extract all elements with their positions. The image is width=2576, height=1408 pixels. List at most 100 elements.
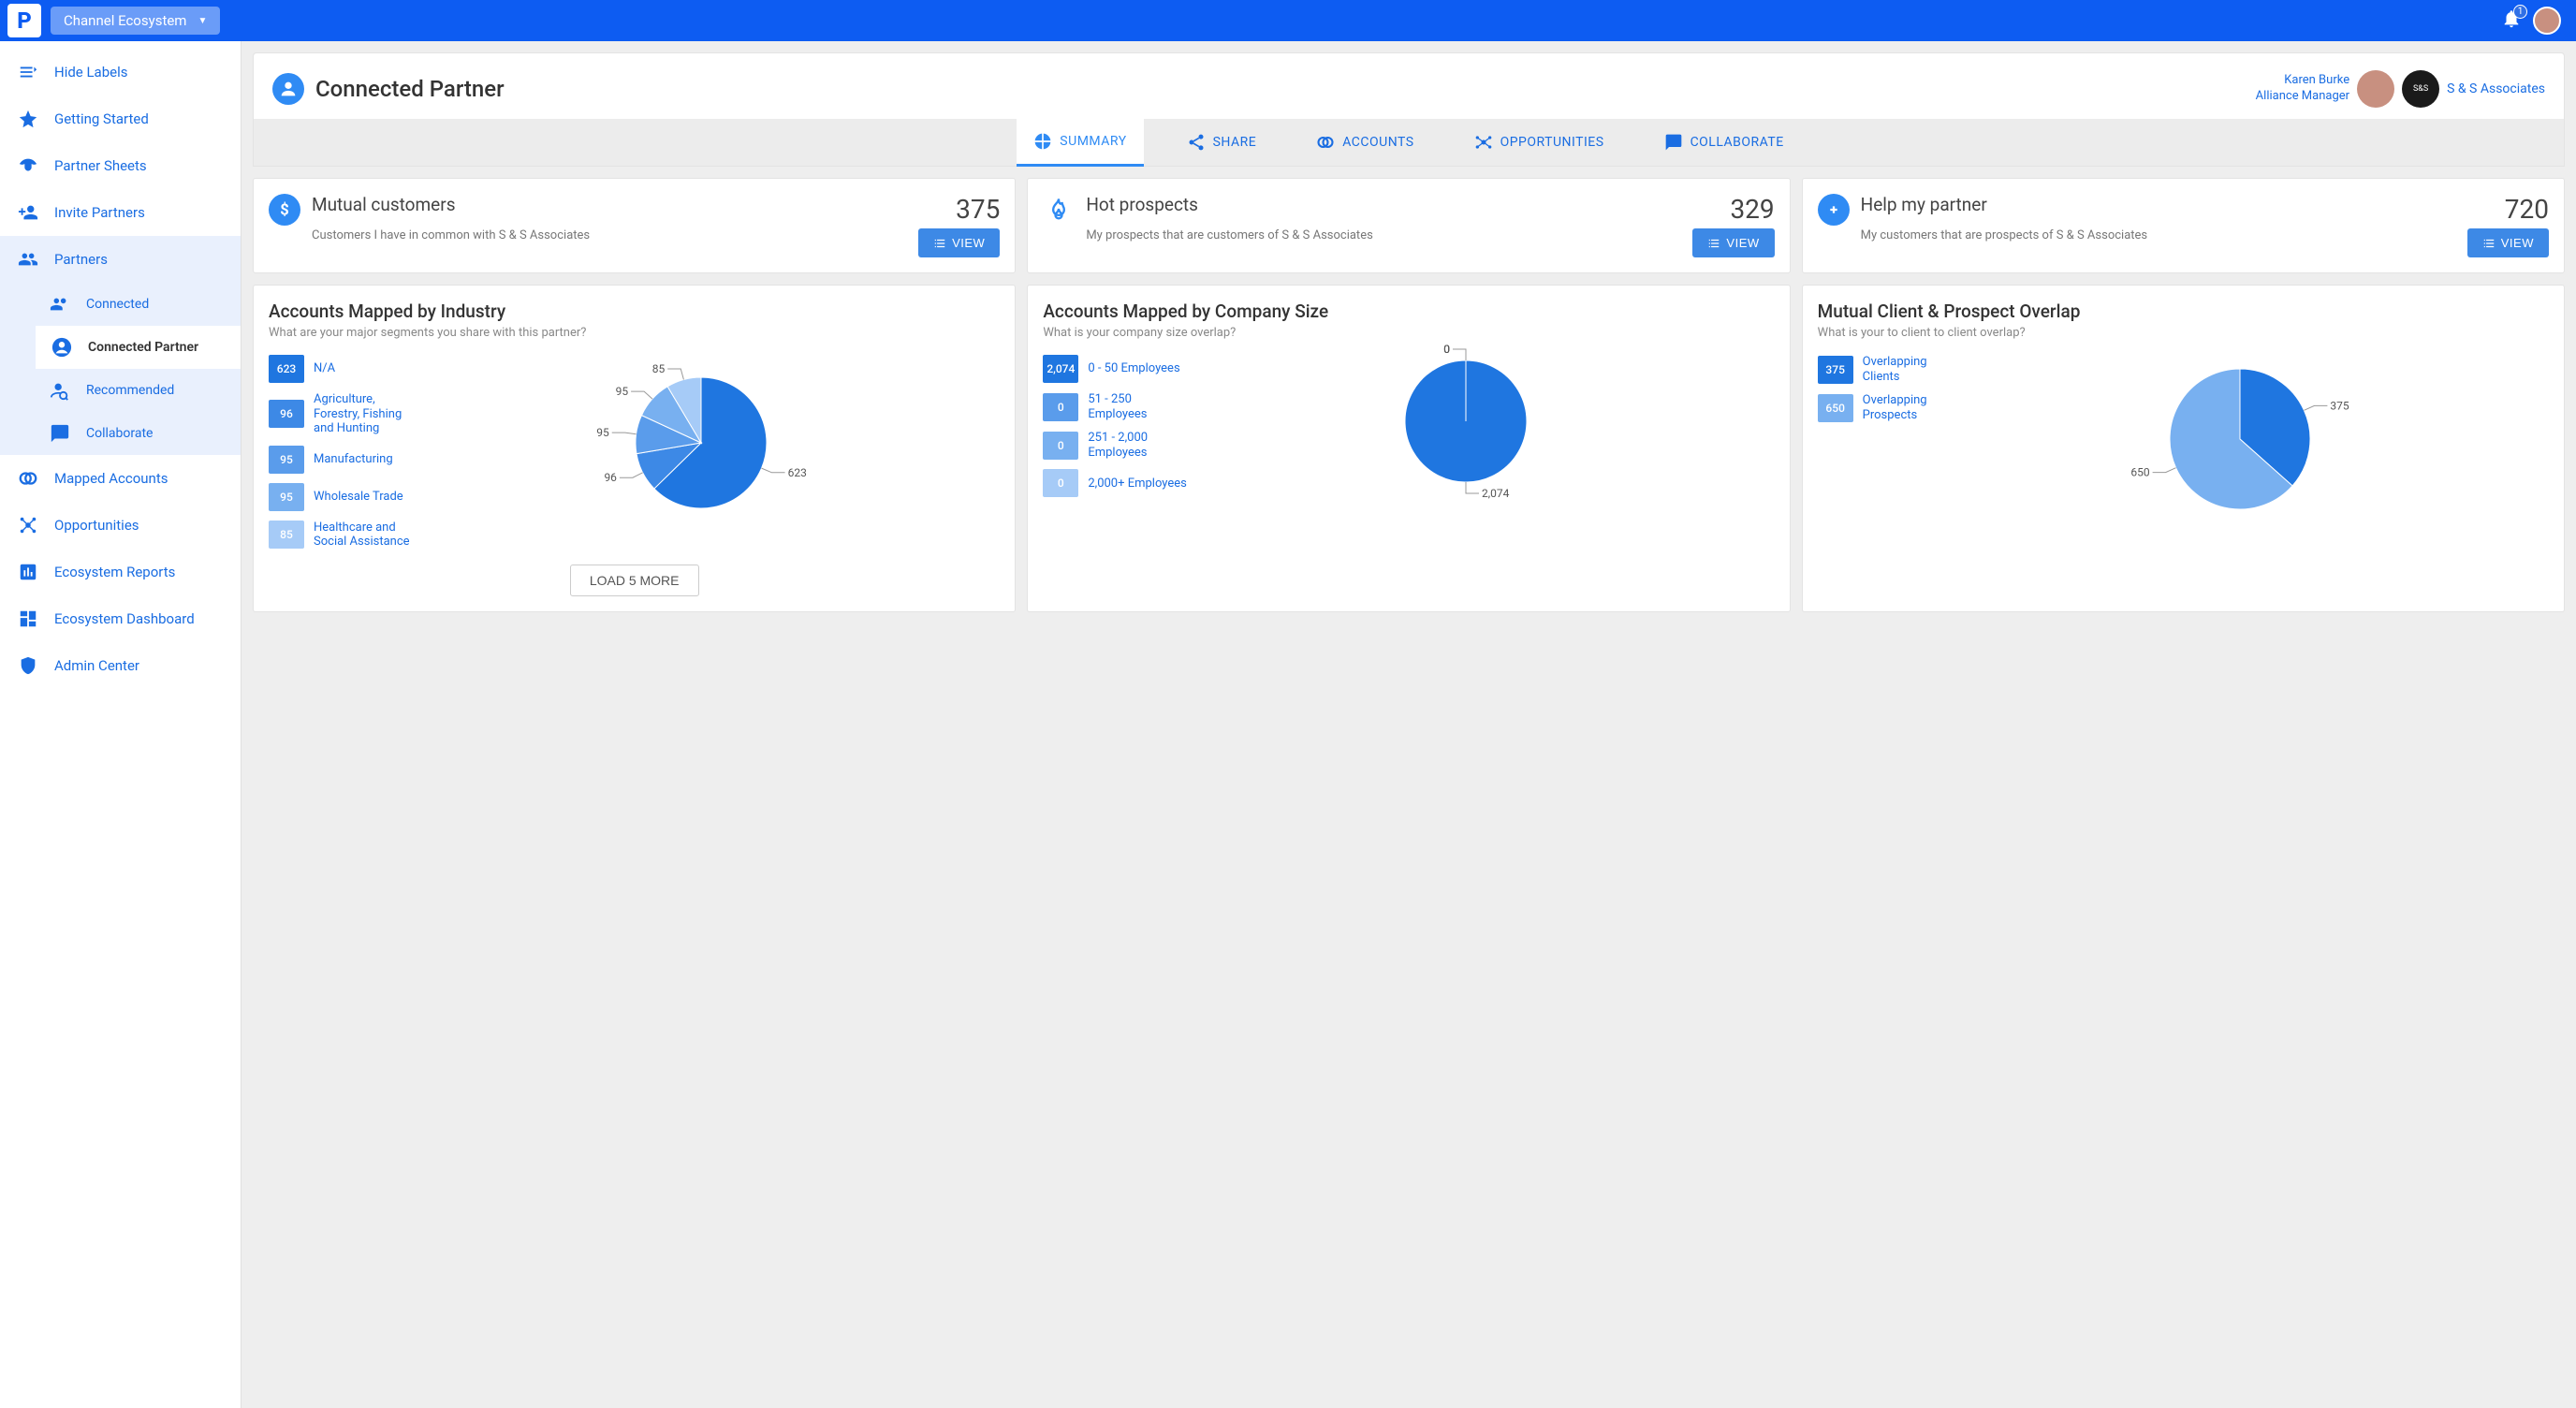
legend-item[interactable]: 96Agriculture, Forestry, Fishing and Hun…: [269, 392, 418, 436]
legend-label: Overlapping Prospects: [1863, 393, 1939, 422]
sidebar-item-label: Admin Center: [54, 657, 139, 674]
sidebar-item-opportunities[interactable]: Opportunities: [0, 502, 241, 549]
chat-icon: [49, 423, 71, 444]
legend-value: 623: [269, 355, 304, 383]
header-left: Connected Partner: [272, 73, 505, 105]
tab-label: OPPORTUNITIES: [1500, 135, 1604, 150]
workspace-picker[interactable]: Channel Ecosystem ▼: [51, 7, 220, 35]
sidebar-item-partners[interactable]: Partners: [0, 236, 241, 283]
view-button[interactable]: VIEW: [2467, 228, 2549, 257]
legend-item[interactable]: 02,000+ Employees: [1043, 469, 1193, 497]
sidebar-item-label: Invite Partners: [54, 204, 145, 221]
legend-value: 95: [269, 446, 304, 474]
content-grid: $ Mutual customers 375 Customers I have …: [242, 167, 2576, 623]
legend-label: Agriculture, Forestry, Fishing and Hunti…: [314, 392, 418, 436]
app-logo[interactable]: P: [7, 4, 41, 37]
svg-text:$: $: [280, 202, 288, 220]
tab-summary[interactable]: SUMMARY: [1017, 119, 1143, 167]
legend-value: 375: [1818, 356, 1853, 384]
legend-label: N/A: [314, 361, 335, 376]
chat-icon: [1664, 133, 1683, 152]
stat-desc: My prospects that are customers of S & S…: [1086, 228, 1685, 244]
svg-text:0: 0: [1443, 343, 1450, 356]
venn-icon: [17, 468, 39, 489]
people-icon: [49, 294, 71, 315]
legend-item[interactable]: 0251 - 2,000 Employees: [1043, 431, 1193, 460]
legend-item[interactable]: 051 - 250 Employees: [1043, 392, 1193, 421]
stat-card-hot: Hot prospects 329 My prospects that are …: [1027, 178, 1790, 273]
legend-size: 2,0740 - 50 Employees 051 - 250 Employees…: [1043, 355, 1193, 497]
sidebar-item-invite-partners[interactable]: Invite Partners: [0, 189, 241, 236]
legend-item[interactable]: 95Wholesale Trade: [269, 483, 418, 511]
legend-item[interactable]: 95Manufacturing: [269, 446, 418, 474]
page-title: Connected Partner: [315, 76, 505, 102]
chart-size: Accounts Mapped by Company Size What is …: [1027, 285, 1790, 612]
venn-icon: [1316, 133, 1335, 152]
sidebar-item-admin-center[interactable]: Admin Center: [0, 642, 241, 689]
legend-label: Wholesale Trade: [314, 490, 403, 505]
sidebar-item-label: Connected Partner: [88, 340, 198, 355]
user-avatar[interactable]: [2357, 70, 2394, 108]
pie-icon: [1033, 132, 1052, 151]
hub-icon: [17, 515, 39, 535]
pie-chart: 375650: [2156, 355, 2343, 533]
sidebar-item-connected-partner[interactable]: Connected Partner: [36, 326, 241, 369]
page-header: Connected Partner Karen Burke Alliance M…: [253, 52, 2565, 119]
share-icon: [1187, 133, 1206, 152]
sidebar-item-partner-sheets[interactable]: Partner Sheets: [0, 142, 241, 189]
chart-subtitle: What are your major segments you share w…: [269, 326, 1000, 340]
list-icon: [1707, 237, 1720, 250]
tab-opportunities[interactable]: OPPORTUNITIES: [1457, 119, 1621, 166]
sidebar: Hide Labels Getting Started Partner Shee…: [0, 41, 242, 1408]
wings-icon: [17, 155, 39, 176]
legend-label: 2,000+ Employees: [1088, 477, 1187, 491]
sidebar-item-label: Ecosystem Dashboard: [54, 610, 195, 627]
sidebar-item-getting-started[interactable]: Getting Started: [0, 95, 241, 142]
user-avatar[interactable]: [2533, 7, 2561, 35]
legend-value: 0: [1043, 393, 1078, 421]
legend-value: 0: [1043, 432, 1078, 460]
sidebar-item-collaborate[interactable]: Collaborate: [36, 412, 241, 455]
topbar: P Channel Ecosystem ▼ 1: [0, 0, 2576, 41]
legend-item[interactable]: 375Overlapping Clients: [1818, 355, 1939, 384]
legend-label: Healthcare and Social Assistance: [314, 521, 418, 550]
topbar-left: P Channel Ecosystem ▼: [7, 4, 220, 37]
chart-subtitle: What is your to client to client overlap…: [1818, 326, 2549, 340]
legend-item[interactable]: 85 Healthcare and Social Assistance: [269, 521, 418, 550]
view-button[interactable]: VIEW: [918, 228, 1000, 257]
svg-text:375: 375: [2331, 399, 2349, 412]
notifications-button[interactable]: 1: [2501, 8, 2522, 33]
stat-desc: Customers I have in common with S & S As…: [312, 228, 911, 244]
chart-overlap: Mutual Client & Prospect Overlap What is…: [1802, 285, 2565, 612]
sidebar-item-connected[interactable]: Connected: [36, 283, 241, 326]
sidebar-item-ecosystem-reports[interactable]: Ecosystem Reports: [0, 549, 241, 595]
sidebar-item-hide-labels[interactable]: Hide Labels: [0, 49, 241, 95]
fire-icon: [1043, 194, 1075, 226]
chevron-down-icon: ▼: [198, 16, 207, 26]
legend-item[interactable]: 650Overlapping Prospects: [1818, 393, 1939, 422]
view-button[interactable]: VIEW: [1692, 228, 1774, 257]
sidebar-item-mapped-accounts[interactable]: Mapped Accounts: [0, 455, 241, 502]
legend-item[interactable]: 2,0740 - 50 Employees: [1043, 355, 1193, 383]
list-icon: [933, 237, 946, 250]
legend-overlap: 375Overlapping Clients 650Overlapping Pro…: [1818, 355, 1939, 533]
legend-item[interactable]: 623 N/A: [269, 355, 418, 383]
menu-icon: [17, 62, 39, 82]
star-icon: [17, 109, 39, 129]
tab-collaborate[interactable]: COLLABORATE: [1647, 119, 1801, 166]
org-badge[interactable]: S&S: [2402, 70, 2439, 108]
sidebar-item-ecosystem-dashboard[interactable]: Ecosystem Dashboard: [0, 595, 241, 642]
load-more-button[interactable]: LOAD 5 MORE: [570, 565, 699, 596]
tab-share[interactable]: SHARE: [1170, 119, 1274, 166]
user-name: Karen Burke: [2256, 73, 2349, 89]
tab-accounts[interactable]: ACCOUNTS: [1299, 119, 1430, 166]
sidebar-item-label: Recommended: [86, 383, 174, 398]
user-info: Karen Burke Alliance Manager: [2256, 73, 2349, 105]
legend-value: 85: [269, 521, 304, 549]
svg-text:96: 96: [604, 471, 617, 484]
shield-icon: [17, 655, 39, 676]
sidebar-item-label: Mapped Accounts: [54, 470, 168, 487]
svg-text:2,074: 2,074: [1482, 487, 1510, 500]
sidebar-item-recommended[interactable]: Recommended: [36, 369, 241, 412]
person-search-icon: [49, 380, 71, 401]
